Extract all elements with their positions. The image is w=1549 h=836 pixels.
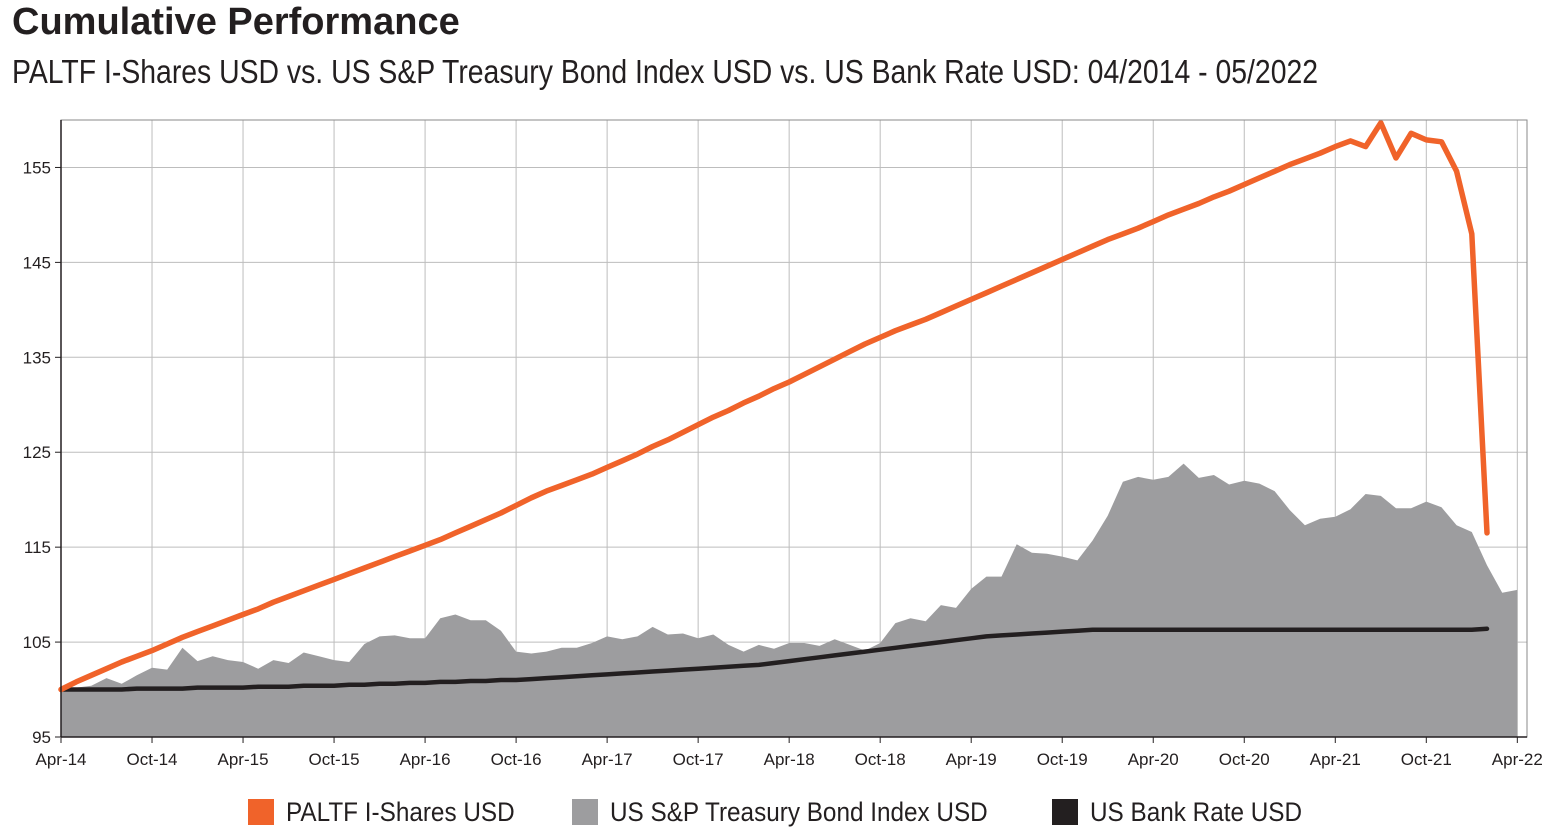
legend-label-paltf: PALTF I-Shares USD [286,796,515,827]
x-tick-label: Apr-17 [582,750,633,769]
x-tick-label: Apr-19 [946,750,997,769]
legend-item-paltf[interactable]: PALTF I-Shares USD [248,794,540,830]
legend: PALTF I-Shares USD US S&P Treasury Bond … [0,794,1549,830]
series-line-bank-rate [58,626,1490,692]
x-tick-label: Apr-18 [764,750,815,769]
x-tick-label: Apr-15 [218,750,269,769]
line-layer [58,120,1490,693]
frame-layer [55,119,1528,743]
legend-swatch-paltf [248,799,274,825]
x-tick-label: Oct-18 [855,750,906,769]
x-tick-label: Oct-15 [309,750,360,769]
series-area-treasury [61,463,1518,737]
y-tick-label: 145 [23,253,51,272]
legend-swatch-bank-rate [1052,799,1078,825]
legend-item-bank-rate[interactable]: US Bank Rate USD [1052,794,1326,830]
x-tick-label: Oct-16 [491,750,542,769]
cumulative-performance-chart: 95 105 115 125 135 145 155 Apr-14 Oct-14 Apr-15 Oc… [23,119,1543,769]
legend-item-treasury[interactable]: US S&P Treasury Bond Index USD [572,794,1030,830]
x-tick-label: Oct-17 [673,750,724,769]
x-tick-label: Oct-20 [1219,750,1270,769]
x-tick-label: Apr-21 [1310,750,1361,769]
y-tick-label: 155 [23,158,51,177]
x-tick-label: Oct-21 [1401,750,1452,769]
y-tick-label: 125 [23,443,51,462]
series-line-paltf [58,120,1490,693]
y-tick-label: 95 [32,728,51,747]
x-tick-label: Apr-22 [1492,750,1543,769]
legend-label-bank-rate: US Bank Rate USD [1090,796,1303,827]
tick-label-layer: 95 105 115 125 135 145 155 Apr-14 Oct-14 Apr-15 Oc… [23,158,1543,769]
x-tick-label: Oct-19 [1037,750,1088,769]
legend-label-treasury: US S&P Treasury Bond Index USD [610,796,988,827]
x-tick-label: Apr-16 [400,750,451,769]
legend-swatch-treasury [572,799,598,825]
y-tick-label: 115 [24,538,51,557]
y-tick-label: 105 [23,633,51,652]
chart-title: Cumulative Performance [12,1,460,43]
area-layer [61,463,1518,737]
x-tick-label: Oct-14 [127,750,178,769]
chart-subtitle: PALTF I-Shares USD vs. US S&P Treasury B… [12,53,1319,90]
y-tick-label: 135 [23,348,51,367]
x-tick-label: Apr-20 [1128,750,1179,769]
x-tick-label: Apr-14 [35,750,86,769]
